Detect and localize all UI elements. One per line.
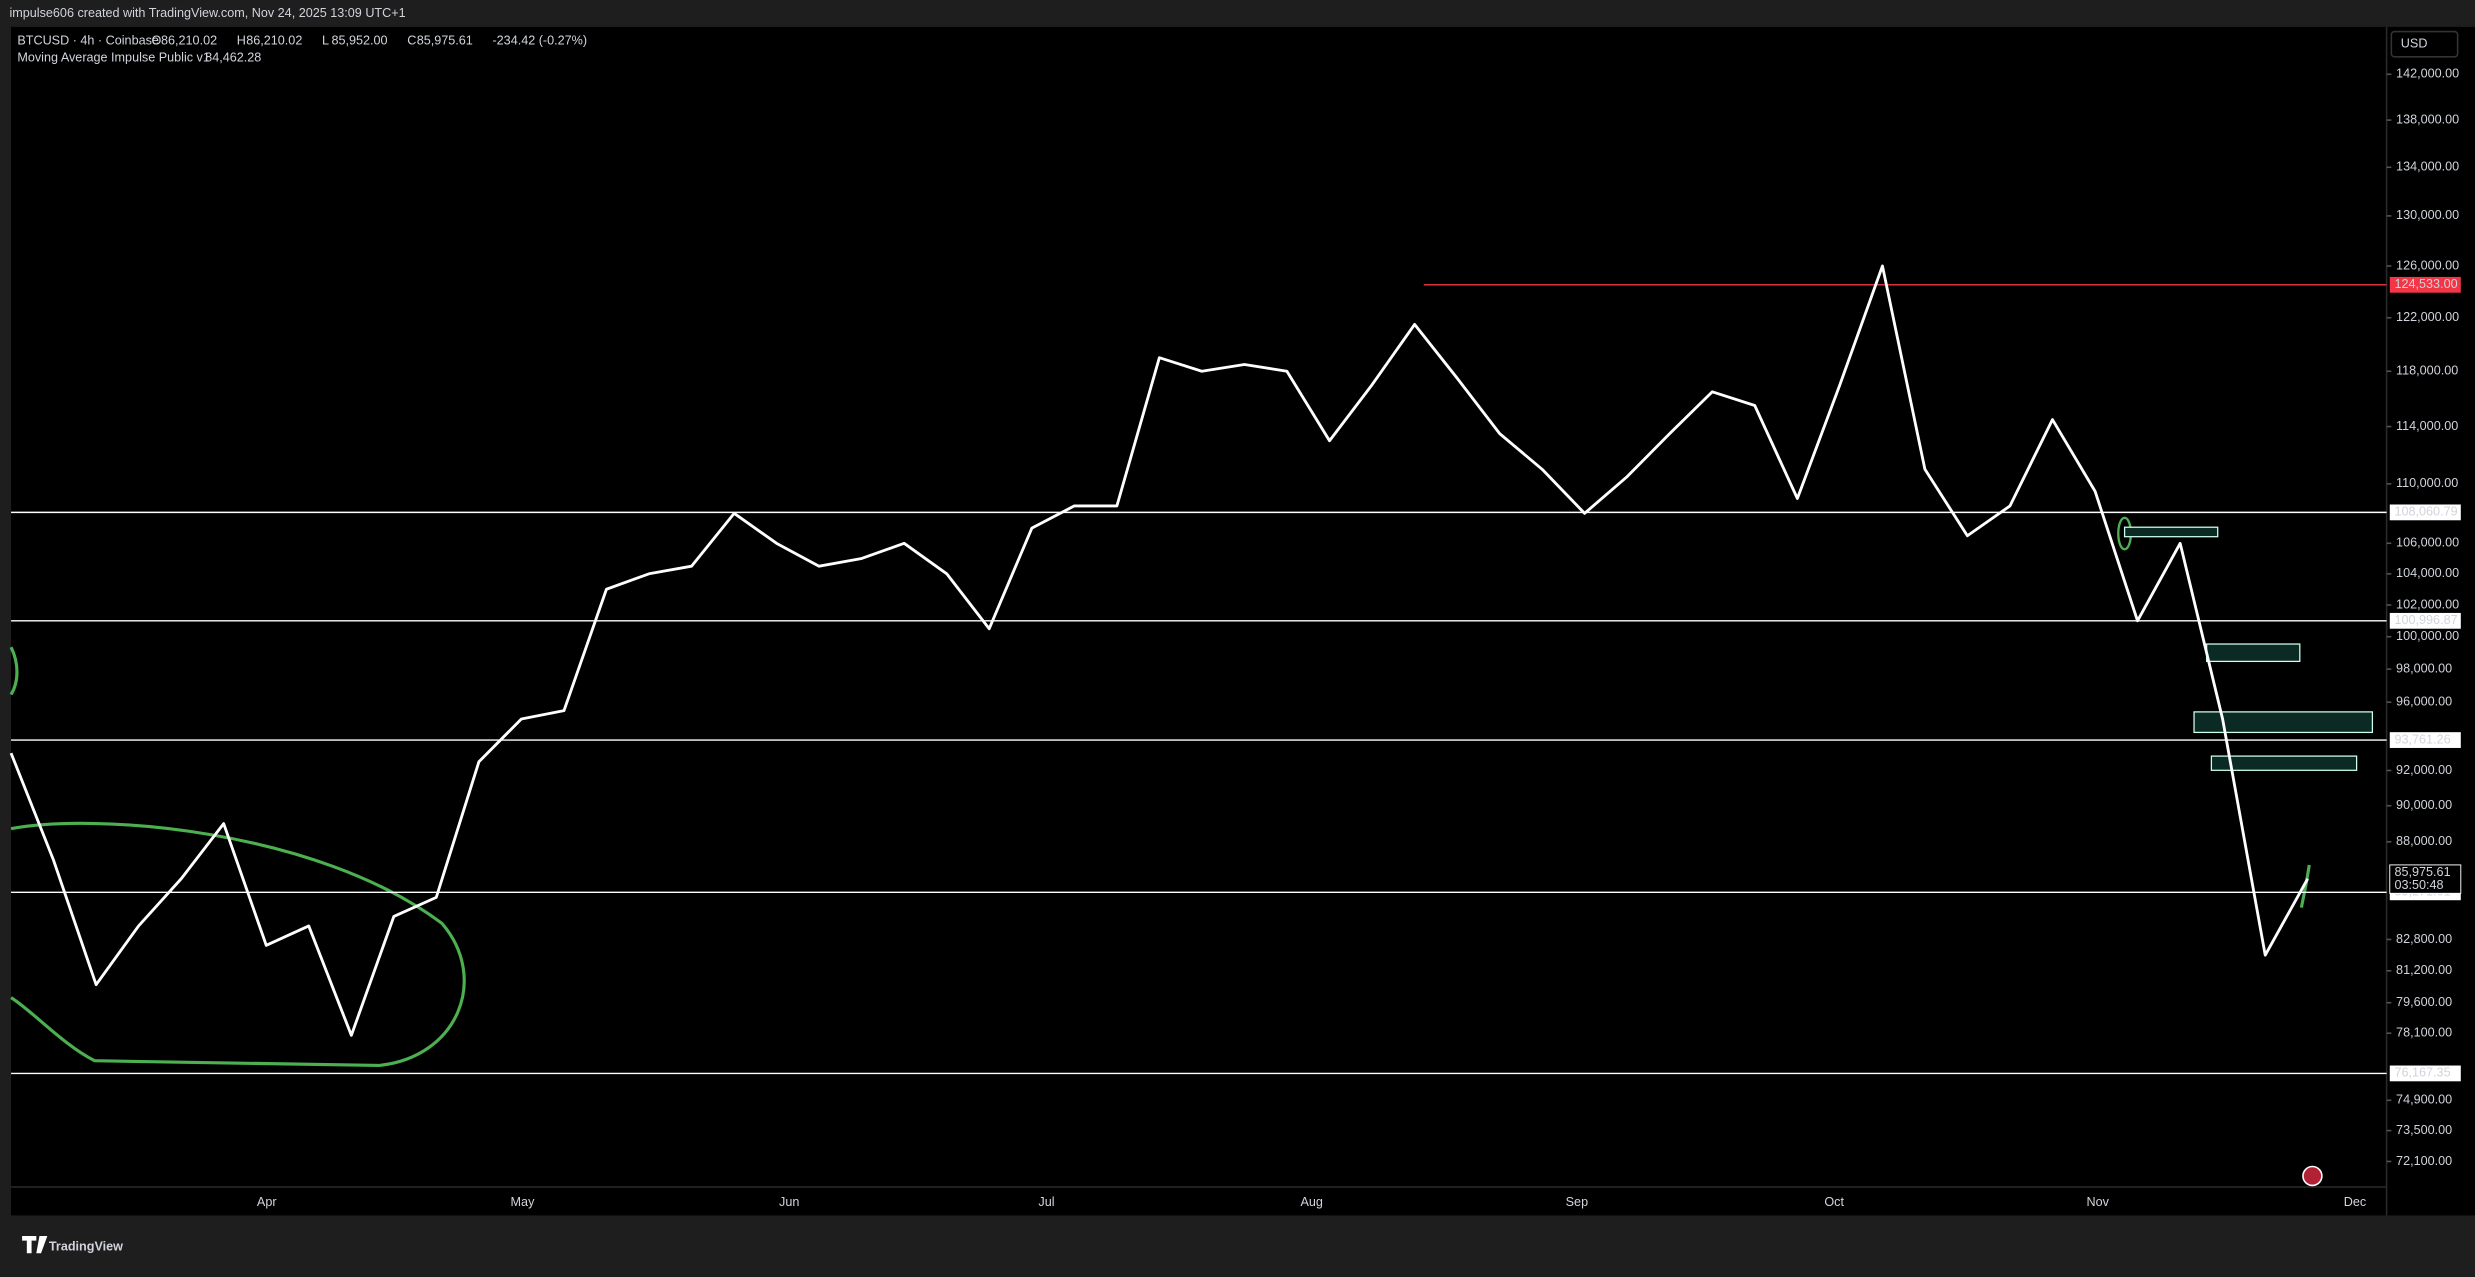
zone xyxy=(2123,526,2219,538)
y-tick-label: 118,000.00 xyxy=(2396,364,2458,378)
y-tick-label: 82,800.00 xyxy=(2396,932,2452,946)
y-tick-label: 90,000.00 xyxy=(2396,798,2452,812)
y-tick-label: 81,200.00 xyxy=(2396,963,2452,977)
y-tick-label: 78,100.00 xyxy=(2396,1026,2452,1040)
x-tick-label: Nov xyxy=(2087,1195,2110,1209)
ohlc-key: C xyxy=(407,33,416,47)
x-tick-label: Sep xyxy=(1566,1195,1588,1209)
last-price-label: 85,975.61 xyxy=(2394,865,2450,879)
symbol: BTCUSD · 4h · Coinbase xyxy=(17,33,159,47)
indicator-name: Moving Average Impulse Public v1 xyxy=(17,51,210,65)
y-tick-label: 72,100.00 xyxy=(2396,1154,2452,1168)
y-tick-label: 102,000.00 xyxy=(2396,597,2459,611)
currency[interactable]: USD xyxy=(2401,37,2428,51)
level-label-box xyxy=(2389,732,2461,748)
y-tick-label: 114,000.00 xyxy=(2396,419,2458,433)
level-label-box xyxy=(2389,504,2461,521)
y-tick-label: 138,000.00 xyxy=(2396,112,2459,126)
y-tick-label: 106,000.00 xyxy=(2396,536,2459,550)
currency-button[interactable] xyxy=(2390,30,2459,58)
change: -234.42 (-0.27%) xyxy=(492,33,587,47)
y-tick-label: 88,000.00 xyxy=(2396,834,2452,848)
level-label: 93,761.26 xyxy=(2394,732,2450,746)
zone xyxy=(2210,755,2358,771)
level-label: 100,996.87 xyxy=(2394,613,2457,627)
y-tick-label: 73,500.00 xyxy=(2396,1123,2452,1137)
ohlc-value: 85,975.61 xyxy=(417,33,473,47)
credit: impulse606 created with TradingView.com,… xyxy=(9,6,405,20)
x-tick-label: Jun xyxy=(779,1195,799,1209)
indicator-value: 84,462.28 xyxy=(205,51,261,65)
drawing-curve xyxy=(9,646,19,696)
y-tick-label: 142,000.00 xyxy=(2396,67,2459,81)
ohlc-value: 86,210.02 xyxy=(246,33,302,47)
zone xyxy=(2206,643,2301,663)
logo xyxy=(22,1235,48,1254)
ma-line xyxy=(9,264,2309,1037)
level-label-box xyxy=(2389,1065,2461,1082)
countdown: 03:50:48 xyxy=(2394,878,2443,892)
ohlc-key: O xyxy=(152,33,162,47)
y-tick-label: 92,000.00 xyxy=(2396,763,2452,777)
level-label: 124,533.00 xyxy=(2394,277,2457,291)
brand: TradingView xyxy=(49,1239,123,1253)
ohlc-value: 86,210.02 xyxy=(161,33,217,47)
x-tick-label: Aug xyxy=(1300,1195,1322,1209)
y-tick-label: 98,000.00 xyxy=(2396,661,2452,675)
x-tick-label: Oct xyxy=(1824,1195,1844,1209)
y-tick-label: 122,000.00 xyxy=(2396,310,2459,324)
ohlc-key: L xyxy=(322,33,329,47)
y-tick-label: 104,000.00 xyxy=(2396,566,2459,580)
y-tick-label: 130,000.00 xyxy=(2396,208,2459,222)
x-tick-label: Jul xyxy=(1038,1195,1054,1209)
level-label-box xyxy=(2389,612,2461,629)
y-tick-label: 96,000.00 xyxy=(2396,695,2452,709)
x-tick-label: Apr xyxy=(257,1195,277,1209)
ohlc-value: 85,952.00 xyxy=(331,33,387,47)
x-tick-label: May xyxy=(511,1195,536,1209)
level-label: 76,167.35 xyxy=(2394,1066,2450,1080)
y-tick-label: 74,900.00 xyxy=(2396,1093,2452,1107)
zone xyxy=(2193,711,2374,734)
level-label-box xyxy=(2389,276,2461,293)
flag-icon[interactable] xyxy=(2302,1165,2323,1187)
x-tick-label: Dec xyxy=(2344,1195,2366,1209)
y-tick-label: 126,000.00 xyxy=(2396,258,2459,272)
y-tick-label: 79,600.00 xyxy=(2396,995,2452,1009)
drawing-curve xyxy=(10,821,466,1068)
y-tick-label: 134,000.00 xyxy=(2396,160,2459,174)
ohlc-key: H xyxy=(237,33,246,47)
last-price-box xyxy=(2389,864,2462,894)
y-tick-label: 100,000.00 xyxy=(2396,629,2459,643)
y-tick-label: 110,000.00 xyxy=(2396,476,2458,490)
level-label: 108,060.79 xyxy=(2394,505,2457,519)
